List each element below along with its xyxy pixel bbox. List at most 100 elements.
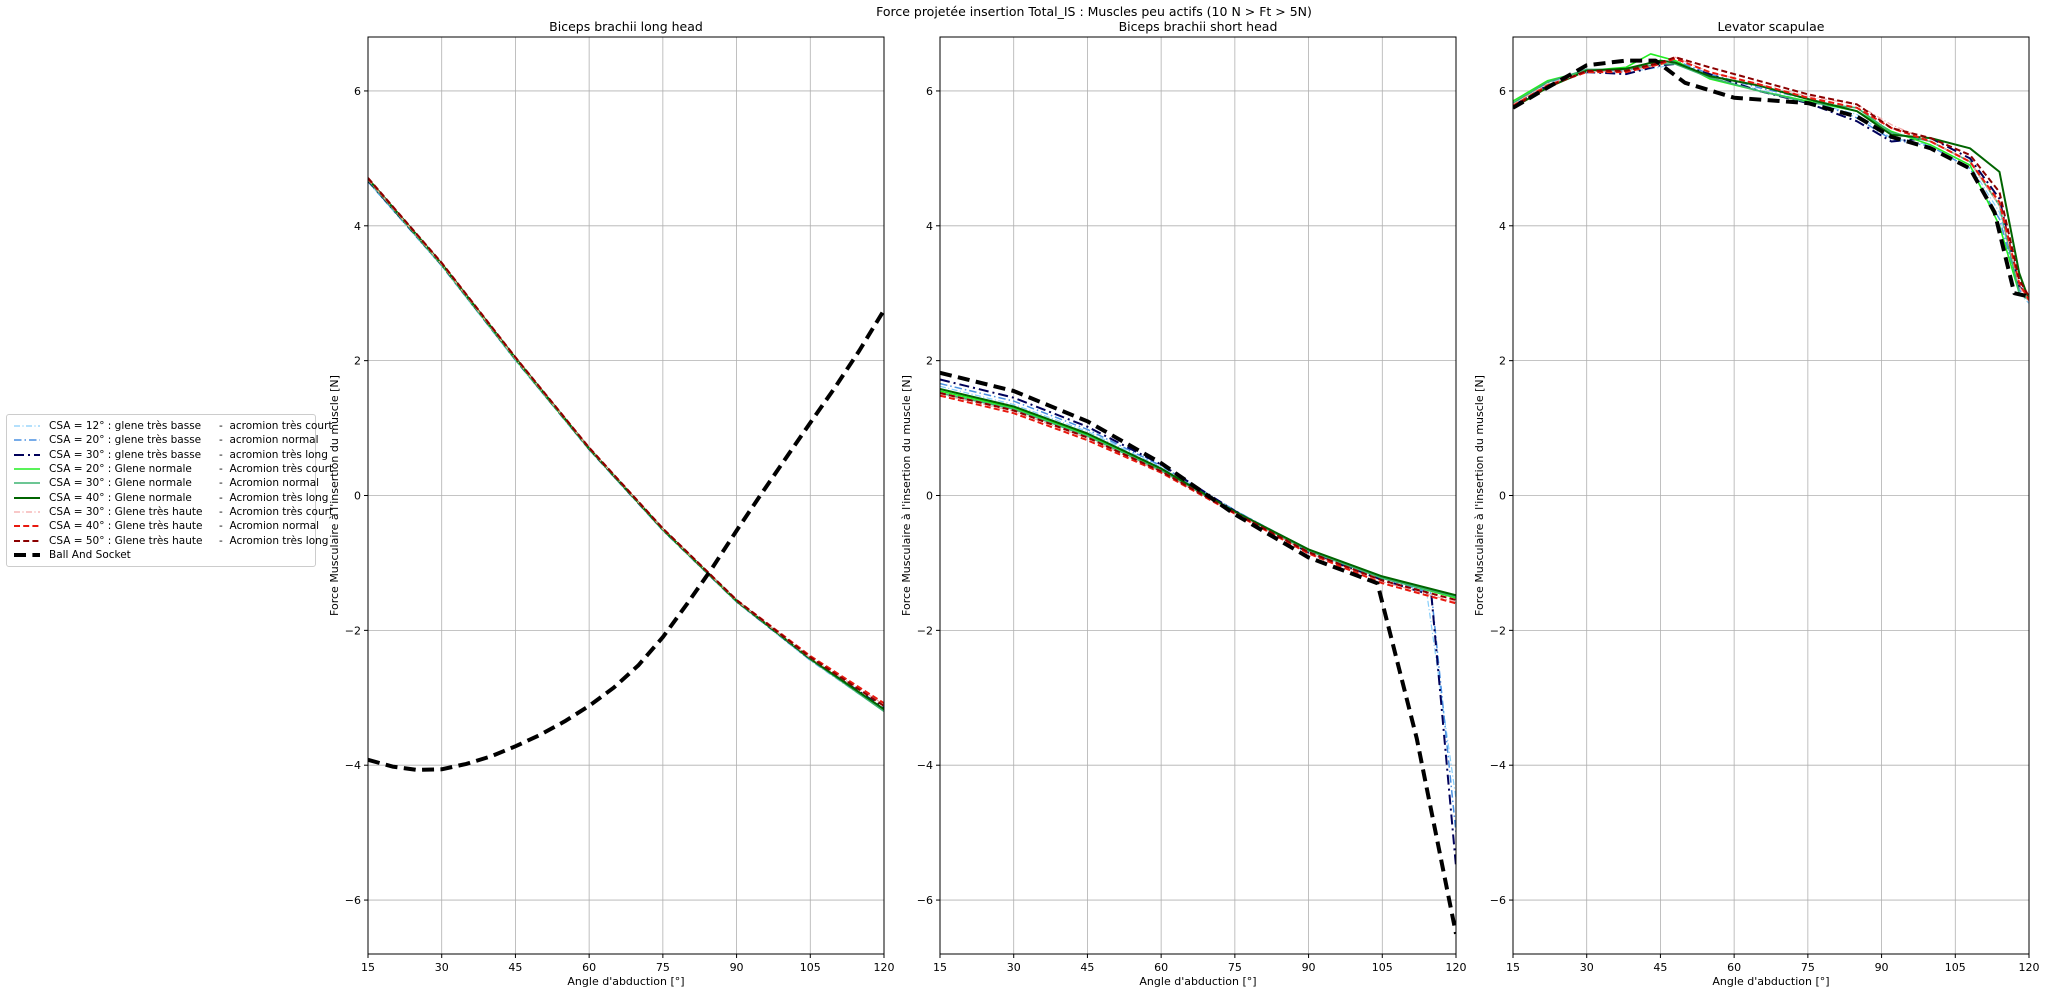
- x-axis-label: Angle d'abduction [°]: [1139, 975, 1256, 988]
- legend-acromion: - acromion très court: [219, 420, 333, 433]
- y-tick-label: −4: [1490, 759, 1506, 772]
- legend-acromion: - Acromion normal: [219, 477, 320, 490]
- x-tick-label: 75: [1801, 961, 1815, 974]
- y-tick-label: 0: [1499, 490, 1506, 503]
- legend-acromion: - Acromion très court: [219, 505, 334, 518]
- legend-acromion: - acromion normal: [219, 434, 319, 447]
- x-tick-label: 30: [1007, 961, 1021, 974]
- x-tick-label: 60: [1154, 961, 1168, 974]
- legend-swatch: [14, 439, 40, 442]
- x-tick-label: 45: [508, 961, 522, 974]
- y-axis-label: Force Musculaire à l'insertion du muscle…: [900, 375, 913, 616]
- legend-entry: CSA = 40° : Glene normale - Acromion très…: [13, 490, 328, 504]
- series-line-10: [1513, 58, 2029, 299]
- y-tick-label: 2: [1499, 355, 1506, 368]
- legend-label: CSA = 30° : Glene très haute: [49, 505, 203, 518]
- legend-entry: CSA = 30° : glene très basse - acromion t…: [13, 448, 328, 462]
- y-tick-label: 4: [1499, 220, 1506, 233]
- legend-label: CSA = 30° : Glene normale: [49, 477, 192, 490]
- legend-entry: CSA = 30° : Glene normale - Acromion norm…: [13, 476, 319, 490]
- series-line-8: [940, 394, 1456, 605]
- legend-swatch: [14, 511, 40, 513]
- x-tick-label: 120: [874, 961, 895, 974]
- legend-swatch: [14, 425, 40, 427]
- subplot-title: Levator scapulae: [1718, 19, 1825, 34]
- legend-acromion: - Acromion très court: [219, 463, 334, 476]
- series-line-4: [940, 390, 1456, 599]
- x-tick-label: 105: [1945, 961, 1966, 974]
- y-axis-label: Force Musculaire à l'insertion du muscle…: [1473, 375, 1486, 616]
- y-tick-label: −4: [917, 759, 933, 772]
- legend-swatch: [14, 525, 40, 528]
- x-tick-label: 120: [1446, 961, 1467, 974]
- series-group: [1513, 53, 2029, 304]
- legend-acromion: - Acromion normal: [219, 520, 320, 533]
- series-line-9: [1513, 56, 2029, 298]
- legend-swatch: [14, 496, 40, 499]
- legend-acromion: - Acromion très long: [219, 534, 329, 547]
- legend: CSA = 12° : glene très basse - acromion t…: [6, 414, 333, 567]
- series-line-3: [940, 378, 1456, 867]
- y-tick-label: 4: [354, 220, 361, 233]
- legend-label: CSA = 50° : Glene très haute: [49, 534, 203, 547]
- legend-swatch: [14, 539, 40, 542]
- legend-label: Ball And Socket: [49, 548, 131, 561]
- x-tick-label: 30: [435, 961, 449, 974]
- y-tick-label: 4: [926, 220, 933, 233]
- y-tick-label: −2: [345, 624, 361, 637]
- series-group: [940, 370, 1456, 935]
- x-tick-label: 120: [2019, 961, 2040, 974]
- legend-entry: CSA = 12° : glene très basse - acromion t…: [13, 419, 333, 433]
- x-tick-label: 45: [1653, 961, 1667, 974]
- y-tick-label: 0: [354, 490, 361, 503]
- subplot-3: 15 30 45 60 75 90 105 120 −6 −4 −2 0 2 4 6 Levator scap…: [1473, 19, 2040, 988]
- series-line-8: [1513, 57, 2029, 301]
- series-line-9: [940, 392, 1456, 601]
- legend-label: CSA = 30° : glene très basse: [49, 448, 202, 461]
- legend-label: CSA = 40° : Glene normale: [49, 491, 192, 504]
- x-tick-label: 75: [1228, 961, 1242, 974]
- series-line-1: [368, 181, 884, 712]
- legend-label: CSA = 40° : Glene très haute: [49, 520, 203, 533]
- y-tick-label: 6: [354, 85, 361, 98]
- legend-swatch: [14, 552, 40, 557]
- y-tick-label: −4: [345, 759, 361, 772]
- x-tick-label: 105: [800, 961, 821, 974]
- y-tick-label: −6: [345, 894, 361, 907]
- legend-entry: CSA = 30° : Glene très haute - Acromion t…: [13, 505, 333, 519]
- legend-acromion: - acromion très long: [219, 448, 328, 461]
- x-axis-label: Angle d'abduction [°]: [567, 975, 684, 988]
- legend-entry: CSA = 40° : Glene très haute - Acromion n…: [13, 519, 319, 533]
- x-tick-label: 15: [1506, 961, 1520, 974]
- y-tick-label: −6: [1490, 894, 1506, 907]
- legend-label: CSA = 12° : glene très basse: [49, 420, 202, 433]
- y-tick-label: 0: [926, 490, 933, 503]
- x-tick-label: 15: [933, 961, 947, 974]
- x-tick-label: 90: [730, 961, 744, 974]
- series-group: [368, 177, 884, 772]
- y-tick-label: 2: [926, 355, 933, 368]
- series-line-6: [1513, 59, 2029, 301]
- series-line-4: [368, 179, 884, 710]
- series-line-3: [368, 179, 884, 709]
- legend-swatch: [14, 453, 40, 456]
- y-tick-label: −2: [917, 624, 933, 637]
- series-line-9: [368, 177, 884, 707]
- legend-swatch: [14, 468, 40, 470]
- x-tick-label: 90: [1875, 961, 1889, 974]
- legend-label: CSA = 20° : glene très basse: [49, 434, 202, 447]
- legend-swatch: [14, 482, 40, 485]
- legend-acromion: - Acromion très long: [219, 491, 329, 504]
- legend-entry: CSA = 20° : glene très basse - acromion n…: [13, 433, 319, 447]
- series-line-10: [368, 309, 884, 772]
- x-tick-label: 30: [1580, 961, 1594, 974]
- subplot-2: 15 30 45 60 75 90 105 120 −6 −4 −2 0 2 4 6 Biceps brach…: [900, 19, 1467, 988]
- series-line-10: [940, 370, 1456, 935]
- legend-label: CSA = 20° : Glene normale: [49, 463, 192, 476]
- y-tick-label: 2: [354, 355, 361, 368]
- subplot-1: 15 30 45 60 75 90 105 120 −6 −4 −2 0 2 4 6 Biceps brach…: [328, 19, 895, 988]
- subplot-title: Biceps brachii short head: [1119, 19, 1278, 34]
- x-axis-label: Angle d'abduction [°]: [1712, 975, 1829, 988]
- series-line-5: [940, 392, 1456, 598]
